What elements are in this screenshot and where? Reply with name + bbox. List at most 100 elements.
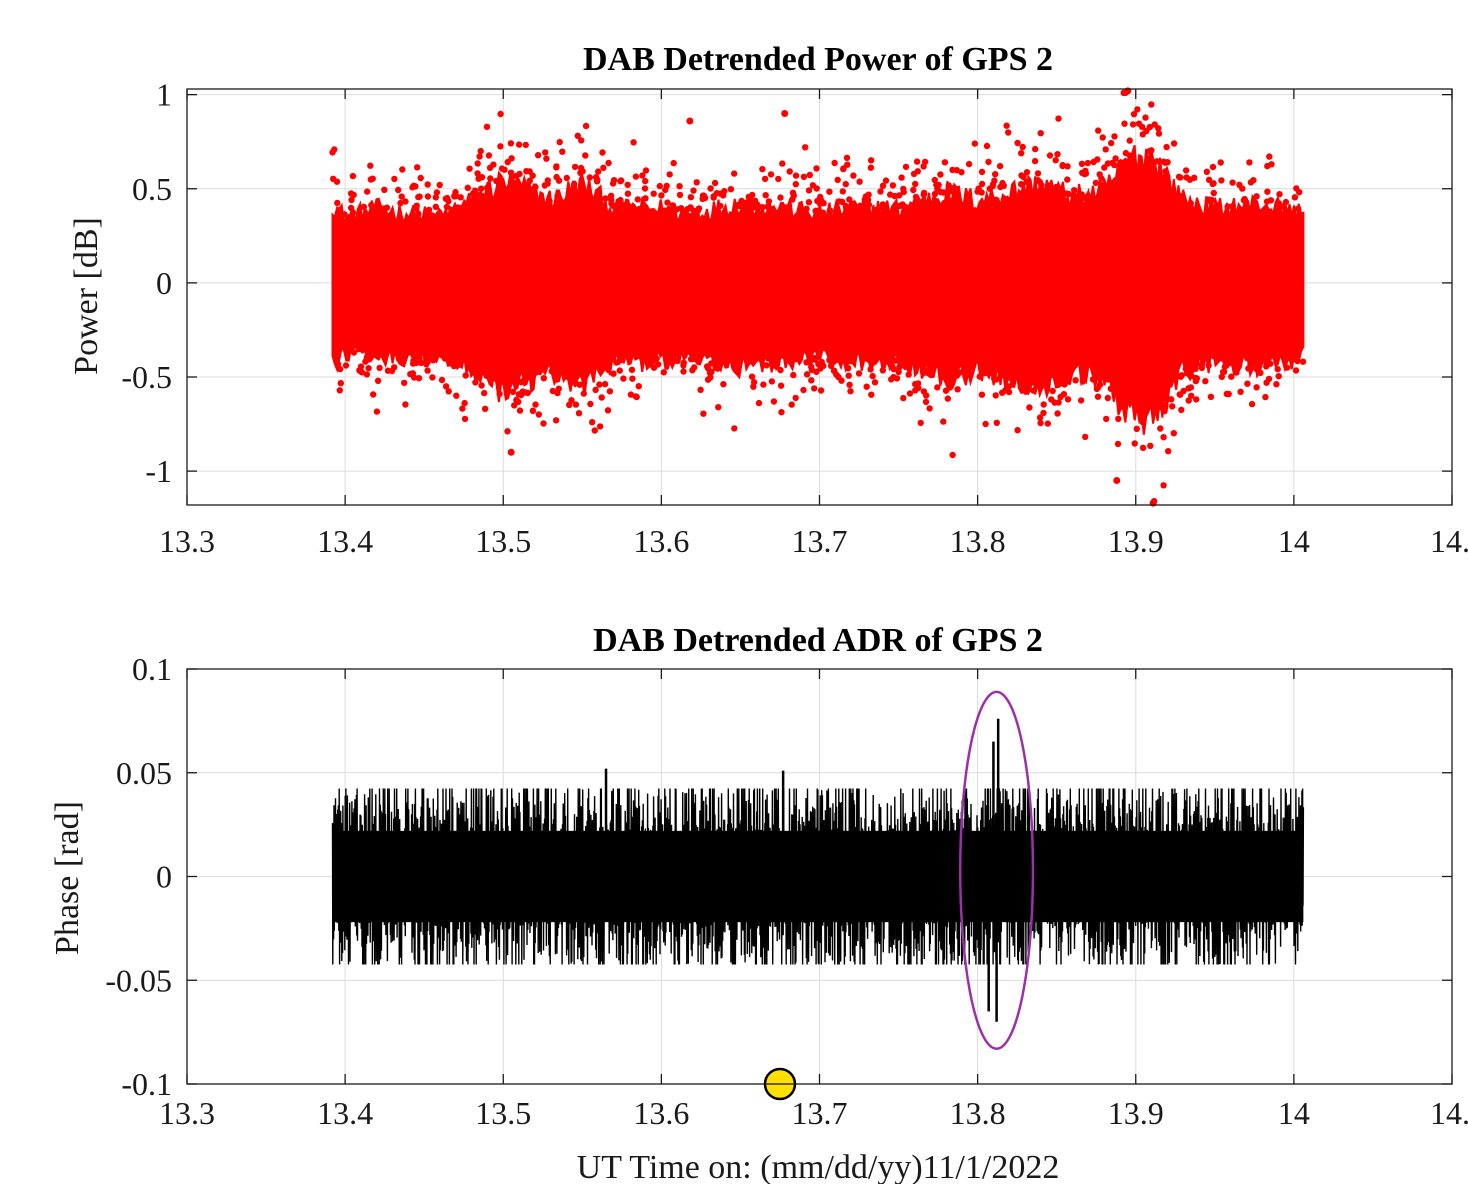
power-point <box>1022 388 1030 395</box>
power-point <box>976 373 983 380</box>
x-tick-label: 13.5 <box>475 523 531 559</box>
power-point <box>1178 406 1185 414</box>
x-tick-label: 14 <box>1278 523 1310 559</box>
power-point <box>900 394 907 402</box>
power-point <box>633 393 640 401</box>
power-point <box>867 164 875 171</box>
power-point <box>619 201 627 209</box>
power-point <box>1130 111 1138 118</box>
power-point <box>775 175 782 183</box>
power-point <box>610 177 618 184</box>
power-point <box>415 193 422 201</box>
power-point <box>348 196 355 204</box>
power-point <box>1185 397 1192 404</box>
power-point <box>1014 139 1021 147</box>
power-point <box>727 186 735 193</box>
power-point <box>759 204 766 211</box>
power-point <box>845 365 852 372</box>
adr-xlabel: UT Time on: (mm/dd/yy)11/1/2022 <box>577 1149 1060 1184</box>
power-point <box>846 381 853 388</box>
power-point <box>404 349 411 356</box>
power-point <box>803 371 811 378</box>
power-point <box>1096 381 1104 388</box>
power-point <box>715 404 722 411</box>
power-point <box>1231 354 1238 361</box>
power-point <box>513 179 520 186</box>
power-point <box>863 383 870 390</box>
y-tick-label: 0.5 <box>132 171 172 207</box>
power-point <box>917 419 924 427</box>
power-point <box>1205 176 1213 183</box>
power-point <box>578 137 585 144</box>
power-point <box>790 371 797 379</box>
power-point <box>992 171 999 178</box>
power-point <box>1205 362 1212 369</box>
power-point <box>1291 194 1299 201</box>
power-point <box>1040 409 1047 417</box>
power-point <box>596 381 603 388</box>
power-point <box>465 361 472 368</box>
power-point <box>441 355 449 362</box>
power-point <box>691 208 698 215</box>
power-point <box>1177 391 1184 398</box>
power-point <box>927 371 934 378</box>
power-point <box>950 367 957 374</box>
x-tick-label: 13.7 <box>792 523 848 559</box>
power-point <box>580 390 587 397</box>
power-point <box>794 350 802 357</box>
power-point <box>454 204 462 211</box>
power-point <box>1233 369 1240 376</box>
power-point <box>847 388 854 395</box>
power-point <box>641 185 649 192</box>
power-point <box>709 351 716 358</box>
power-point <box>578 183 586 190</box>
power-point <box>1089 376 1097 383</box>
power-point <box>604 407 612 414</box>
power-point <box>1126 137 1133 144</box>
power-point <box>401 379 408 387</box>
power-point <box>1171 373 1179 381</box>
power-point <box>839 198 846 206</box>
power-point <box>1084 159 1092 167</box>
power-point <box>913 158 921 165</box>
power-point <box>554 372 562 380</box>
power-point <box>1146 123 1154 131</box>
power-point <box>941 159 949 166</box>
power-point <box>805 199 813 206</box>
power-point <box>1294 357 1301 365</box>
power-point <box>1157 425 1164 432</box>
power-panel: DAB Detrended Power of GPS 2 Power [dB] … <box>68 41 1468 559</box>
power-point <box>909 202 916 210</box>
power-point <box>571 163 579 171</box>
power-point <box>1192 365 1199 372</box>
power-point <box>1134 106 1141 113</box>
power-point <box>997 183 1004 191</box>
power-point <box>864 196 872 204</box>
x-tick-label: 13.3 <box>159 1095 215 1131</box>
power-point <box>1078 160 1086 167</box>
power-point <box>806 171 813 179</box>
power-point <box>693 179 700 186</box>
power-point <box>808 377 815 384</box>
y-tick-label: -0.1 <box>121 1066 172 1102</box>
power-point <box>778 409 785 416</box>
power-point <box>543 155 550 162</box>
power-point <box>365 365 372 372</box>
power-point <box>432 203 439 210</box>
power-point <box>720 192 727 199</box>
power-point <box>1005 383 1012 390</box>
adr-axes-box <box>186 668 1453 1085</box>
power-point <box>496 390 503 398</box>
power-point <box>991 177 998 184</box>
power-point <box>750 383 757 390</box>
power-point <box>676 191 684 199</box>
power-point <box>1111 161 1118 169</box>
power-point <box>1139 418 1146 426</box>
power-point <box>849 200 856 207</box>
adr-ticks: 13.3 13.4 13.5 13.6 13.7 13.8 13.9 14 14. -0.1 -0.… <box>105 651 1468 1131</box>
power-point <box>555 385 562 392</box>
power-point <box>981 364 988 371</box>
power-point <box>887 191 894 198</box>
power-point <box>582 152 589 159</box>
power-point <box>1182 365 1190 373</box>
